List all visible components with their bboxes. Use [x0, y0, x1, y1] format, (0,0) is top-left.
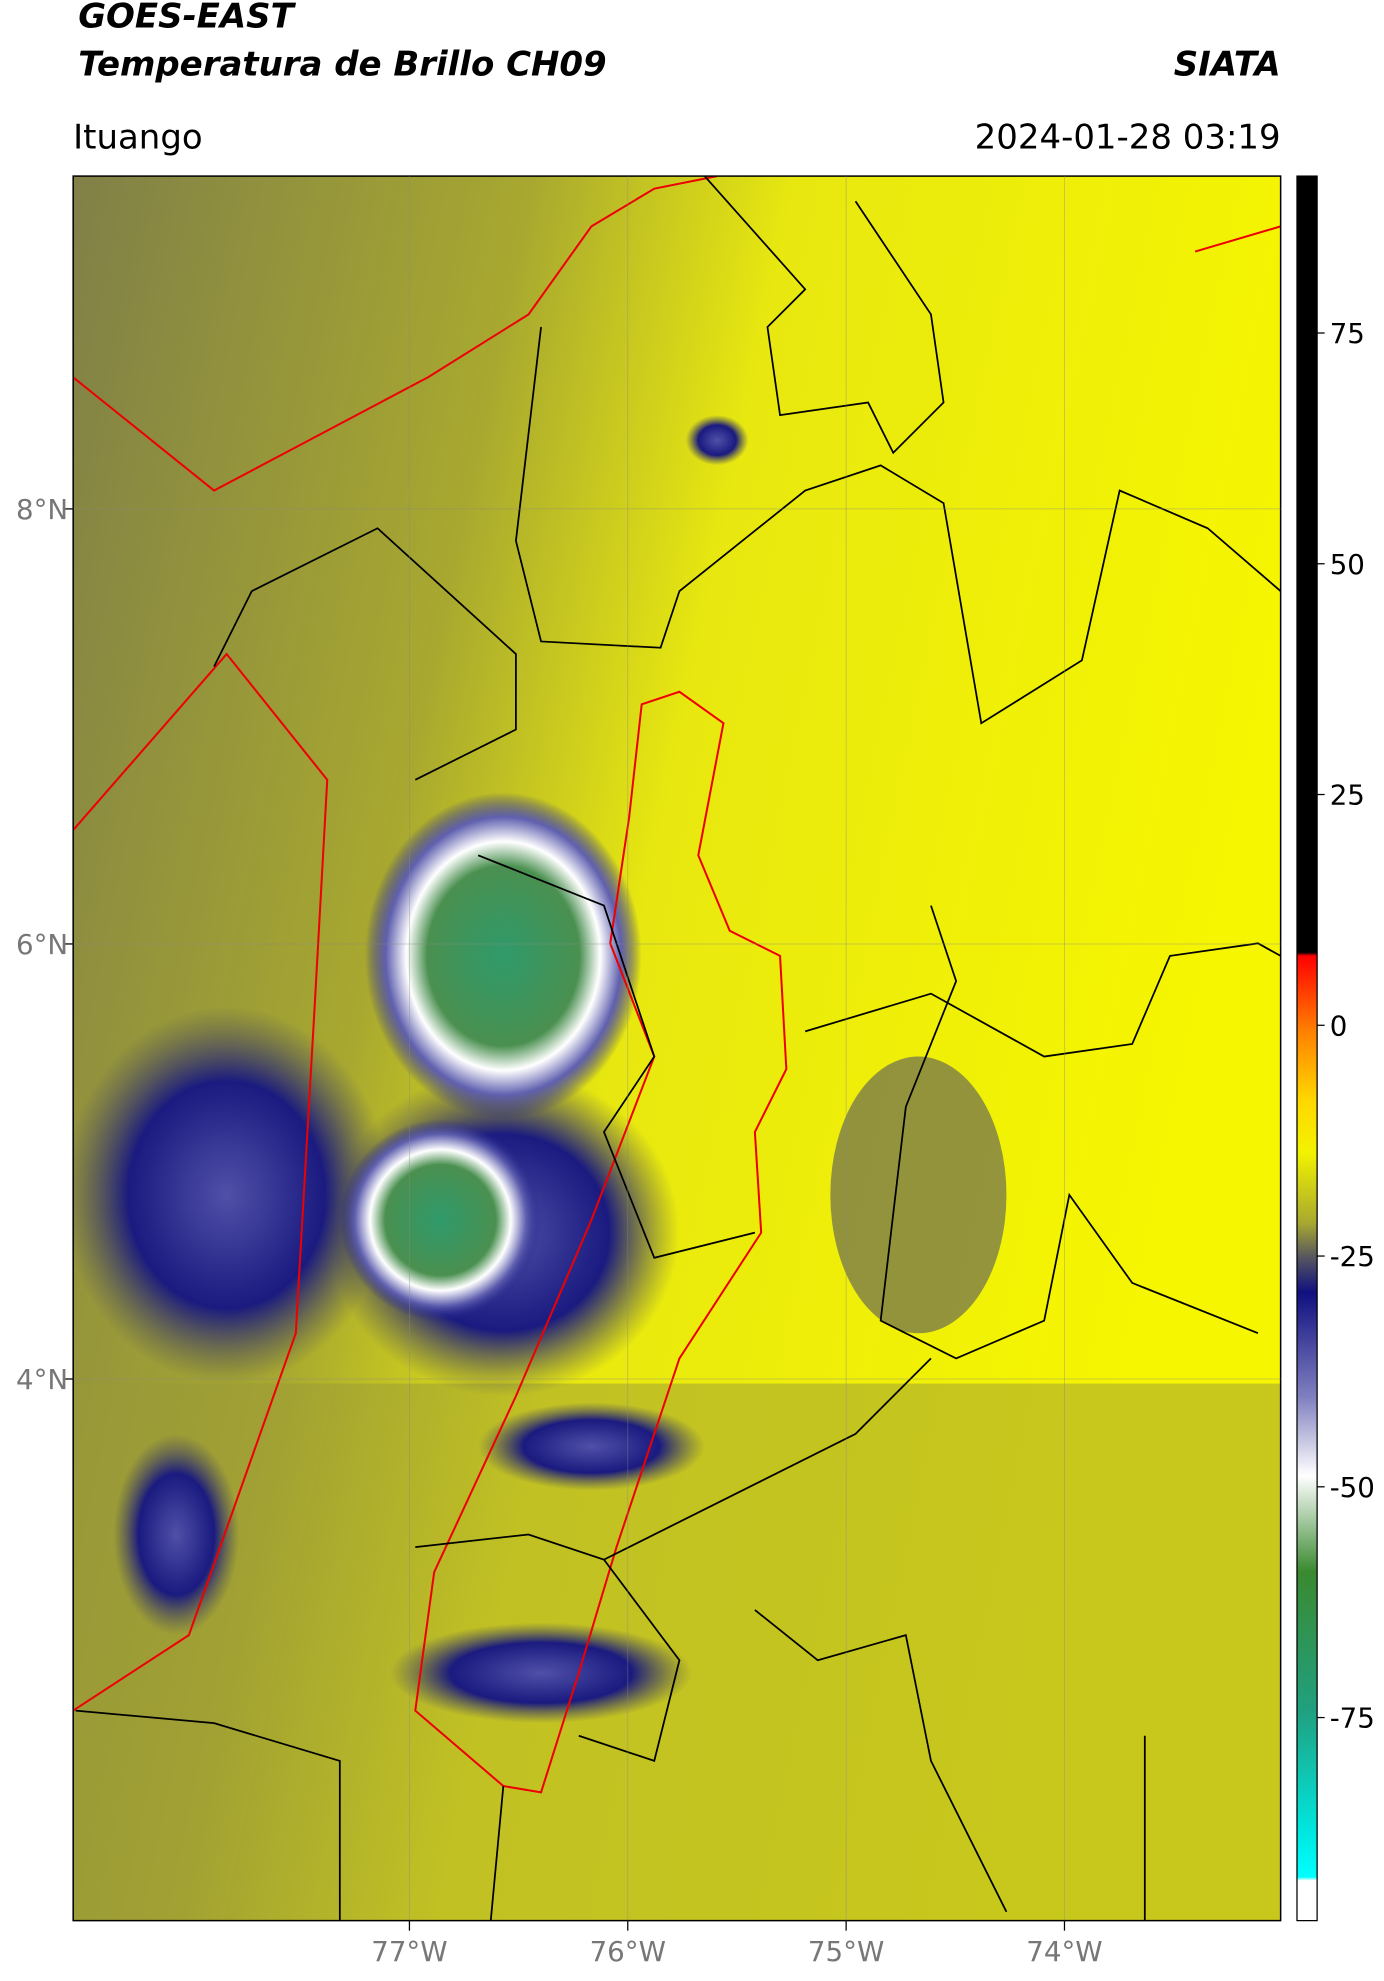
colorbar-label: -25: [1330, 1240, 1375, 1273]
region: Ituango: [73, 117, 203, 157]
colorbar-label: 50: [1330, 548, 1365, 581]
colorbar: [1296, 175, 1318, 1922]
datetime: 2024-01-28 03:19: [975, 117, 1281, 157]
colorbar-label: -50: [1330, 1471, 1375, 1504]
colorbar-label: 0: [1330, 1009, 1348, 1042]
colorbar-label: 75: [1330, 317, 1365, 350]
x-tick-label: 75°W: [808, 1935, 884, 1968]
colorbar-label: 25: [1330, 779, 1365, 812]
map-frame: [72, 175, 1282, 1922]
title: GOES-EAST: [78, 0, 296, 37]
x-tick-label: 76°W: [590, 1935, 666, 1968]
y-tick-label: 8°N: [16, 493, 68, 526]
subtitle: Temperatura de Brillo CH09: [78, 44, 606, 84]
source: SIATA: [1174, 44, 1281, 84]
colorbar-label: -75: [1330, 1702, 1375, 1735]
x-tick-label: 74°W: [1026, 1935, 1102, 1968]
y-tick-label: 6°N: [16, 928, 68, 961]
satellite-image: [73, 176, 1281, 1921]
y-tick-label: 4°N: [16, 1363, 68, 1396]
x-tick-label: 77°W: [371, 1935, 447, 1968]
